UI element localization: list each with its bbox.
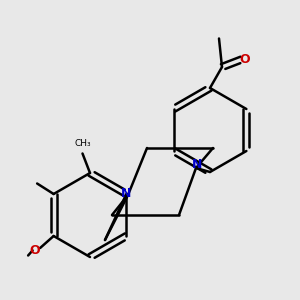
Text: O: O — [29, 244, 40, 257]
Text: O: O — [240, 53, 250, 66]
Text: N: N — [121, 187, 132, 200]
Text: N: N — [192, 158, 203, 172]
Text: CH₃: CH₃ — [74, 139, 91, 148]
